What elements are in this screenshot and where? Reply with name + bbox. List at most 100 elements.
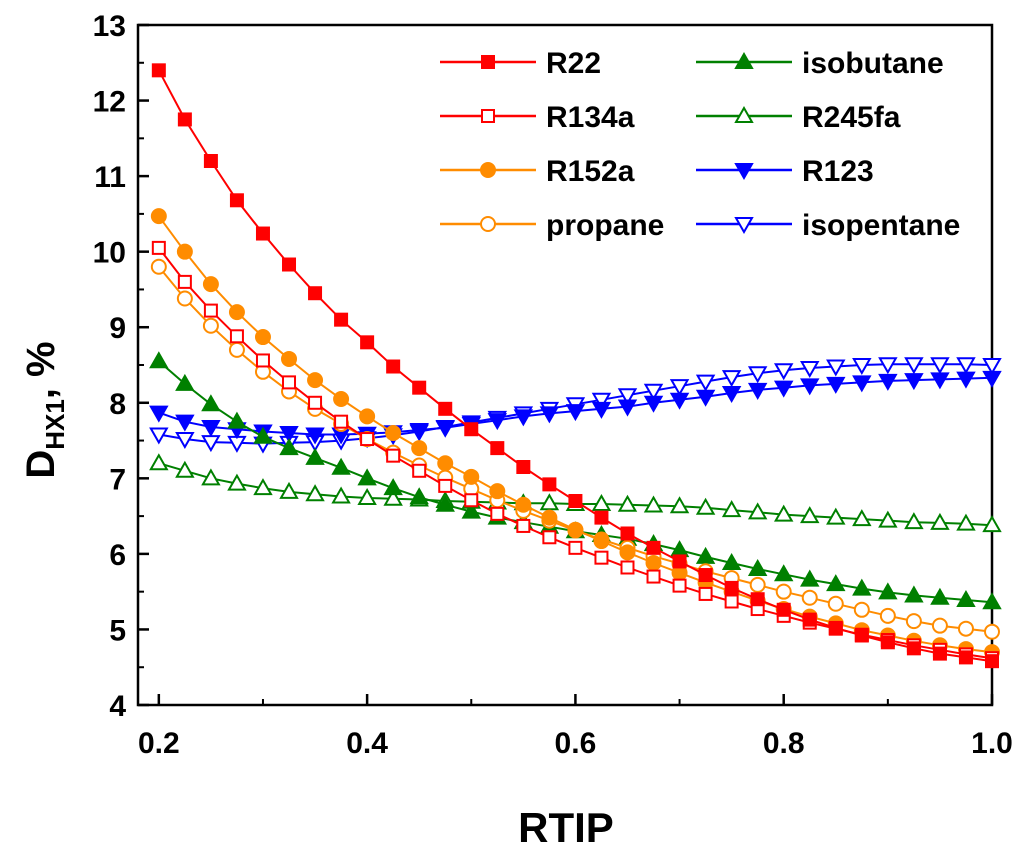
- y-axis-title-subscript: HX1: [40, 399, 70, 450]
- data-point-r123: [305, 427, 325, 445]
- data-point-r22: [255, 226, 270, 241]
- data-point-r22: [932, 646, 947, 661]
- data-point-r134a: [646, 569, 661, 584]
- data-point-propane: [879, 607, 896, 624]
- data-point-r245fa: [826, 507, 846, 525]
- data-point-r123: [513, 409, 534, 427]
- data-point-propane: [931, 617, 948, 634]
- data-point-r152a: [411, 440, 428, 457]
- x-tick-label: 0.8: [763, 727, 805, 760]
- data-point-r152a: [150, 208, 167, 225]
- data-point-isobutane: [149, 351, 169, 369]
- data-point-r22: [203, 154, 218, 168]
- data-point-isobutane: [201, 394, 221, 412]
- data-point-r245fa: [982, 515, 1002, 533]
- data-point-r152a: [202, 276, 219, 293]
- data-point-r152a: [593, 533, 610, 550]
- data-point-r123: [487, 413, 508, 431]
- data-point-r22: [985, 654, 999, 669]
- data-point-r152a: [567, 521, 584, 538]
- x-tick-label: 0.2: [138, 727, 180, 760]
- data-point-r22: [958, 650, 973, 665]
- data-point-r22: [386, 359, 401, 374]
- data-point-r123: [669, 392, 690, 410]
- data-point-r152a: [254, 329, 271, 346]
- data-point-r245fa: [227, 473, 247, 491]
- data-point-r123: [904, 373, 924, 391]
- data-point-isopentane: [669, 379, 690, 397]
- data-point-isopentane: [617, 388, 638, 406]
- y-tick-label: 12: [93, 86, 126, 119]
- data-point-r22: [177, 112, 192, 127]
- data-point-propane: [957, 620, 974, 637]
- data-point-r134a: [698, 586, 713, 601]
- data-point-r22: [412, 380, 427, 395]
- data-point-r22: [360, 335, 375, 350]
- data-point-r22: [308, 286, 323, 301]
- data-point-r123: [721, 385, 742, 403]
- data-point-r22: [229, 193, 244, 208]
- legend-label: R22: [546, 47, 601, 80]
- data-point-isopentane: [747, 366, 768, 384]
- data-point-isopentane: [956, 357, 976, 375]
- series-propane: [150, 258, 1000, 640]
- data-point-r123: [826, 376, 846, 394]
- data-point-r123: [617, 399, 638, 417]
- data-point-r134a: [334, 414, 349, 429]
- data-point-r245fa: [149, 453, 169, 471]
- data-point-r22: [151, 63, 166, 78]
- data-point-propane: [801, 589, 818, 606]
- data-point-propane: [176, 290, 193, 307]
- data-point-r245fa: [773, 504, 794, 522]
- x-tick-label: 1.0: [971, 727, 1013, 760]
- data-point-r123: [201, 419, 221, 437]
- data-point-r22: [620, 526, 635, 541]
- data-point-isobutane: [826, 574, 846, 592]
- data-point-r245fa: [878, 510, 898, 528]
- legend-item-r134a: R134a: [440, 101, 635, 134]
- legend-label: isopentane: [802, 209, 960, 242]
- data-point-propane: [984, 623, 1000, 640]
- data-point-r245fa: [279, 481, 299, 499]
- data-point-isobutane: [227, 411, 247, 429]
- data-point-r245fa: [930, 512, 950, 530]
- data-point-r123: [435, 420, 455, 438]
- data-point-r152a: [463, 468, 480, 485]
- data-point-isobutane: [461, 501, 481, 519]
- data-point-r22: [490, 441, 505, 456]
- data-point-r22: [906, 641, 921, 656]
- legend-item-isopentane: isopentane: [696, 209, 960, 242]
- data-point-r245fa: [695, 497, 716, 515]
- data-point-isopentane: [695, 374, 716, 392]
- data-point-r245fa: [669, 496, 690, 514]
- series-r22: [151, 63, 999, 669]
- data-point-r152a: [281, 350, 298, 367]
- data-point-isobutane: [956, 589, 976, 607]
- data-point-r152a: [437, 455, 454, 472]
- data-point-r134a: [516, 518, 531, 533]
- data-point-isopentane: [852, 358, 872, 376]
- y-tick-label: 5: [109, 614, 126, 647]
- data-point-r134a: [177, 274, 192, 289]
- data-point-r123: [747, 382, 768, 400]
- data-point-r123: [409, 422, 429, 440]
- legend-item-r123: R123: [696, 155, 874, 188]
- data-point-isobutane: [747, 558, 768, 576]
- data-point-r123: [279, 426, 299, 444]
- y-tick-label: 8: [109, 388, 126, 421]
- data-point-r123: [539, 406, 560, 424]
- data-point-r245fa: [747, 502, 768, 520]
- data-point-r22: [854, 628, 869, 643]
- data-point-isopentane: [175, 432, 195, 450]
- data-point-r22: [464, 422, 479, 437]
- y-tick-label: 7: [109, 463, 126, 496]
- data-point-propane: [150, 258, 167, 275]
- data-point-r134a: [620, 560, 635, 575]
- data-point-r22: [828, 620, 843, 635]
- series-line-r152a: [157, 215, 993, 654]
- y-axis-title-main: D: [19, 450, 63, 479]
- data-point-r134a: [151, 240, 166, 255]
- data-point-r134a: [282, 375, 297, 390]
- data-point-isopentane: [904, 357, 924, 375]
- data-point-r123: [878, 373, 898, 391]
